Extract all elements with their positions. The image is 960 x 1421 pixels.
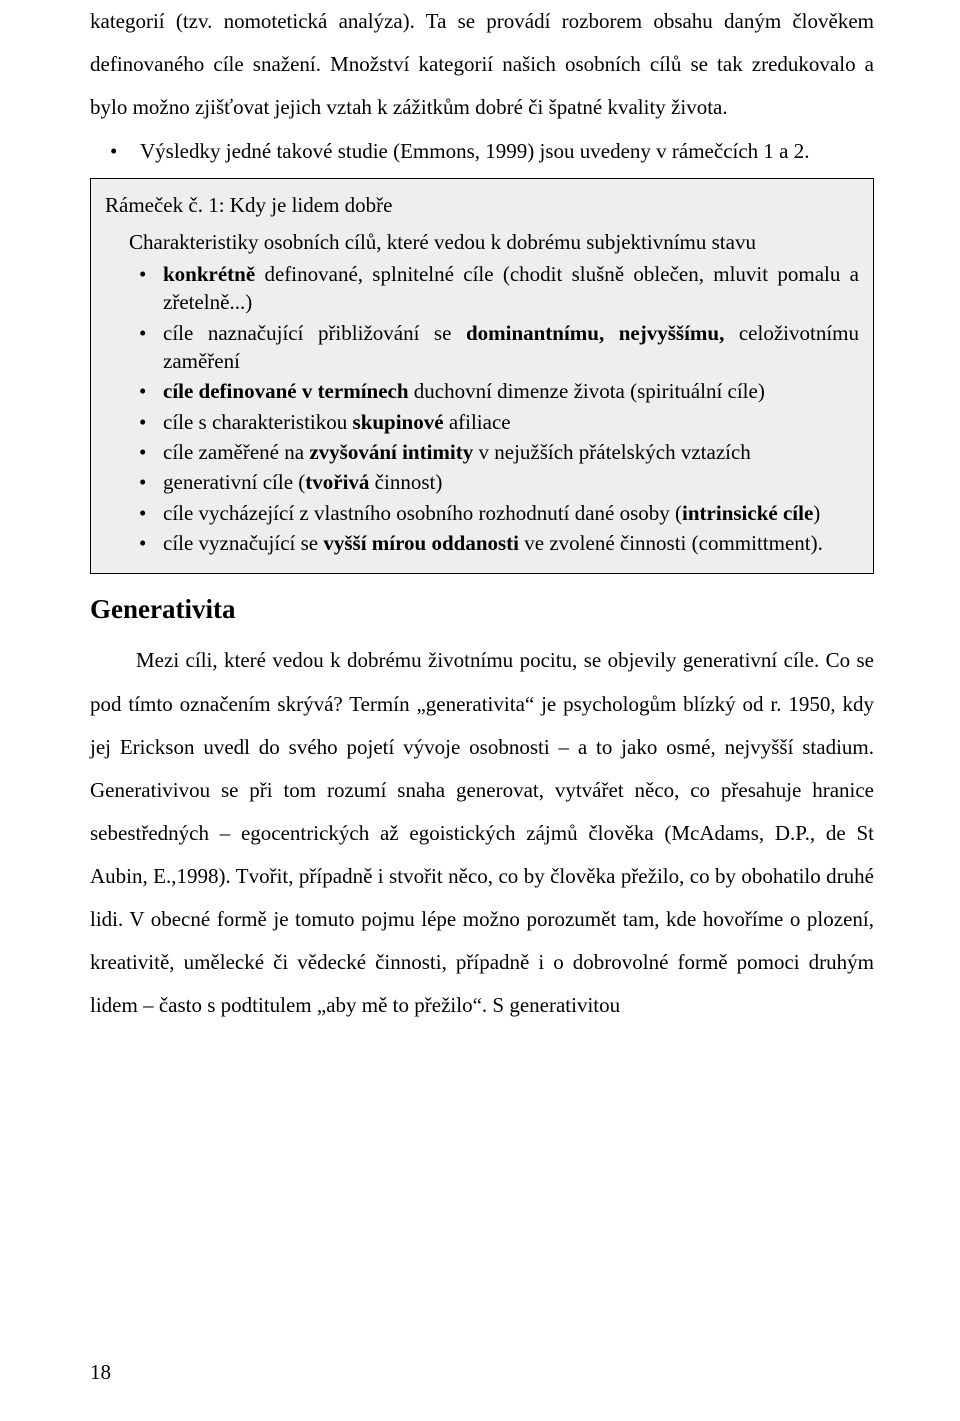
bullet-icon: •	[105, 438, 163, 466]
box-bullet-list: •konkrétně definované, splnitelné cíle (…	[105, 260, 859, 557]
list-item: • Výsledky jedné takové studie (Emmons, …	[90, 135, 874, 168]
bullet-icon: •	[90, 135, 140, 168]
bold-span: vyšší mírou oddanosti	[323, 531, 519, 555]
bold-span: zvyšování intimity	[309, 440, 473, 464]
framed-box: Rámeček č. 1: Kdy je lidem dobře Charakt…	[90, 178, 874, 575]
bold-span: tvořivá	[305, 470, 374, 494]
bold-span: skupinové	[353, 410, 444, 434]
list-item: •generativní cíle (tvořivá činnost)	[105, 468, 859, 496]
list-item: •cíle definované v termínech duchovní di…	[105, 377, 859, 405]
bullet-text: cíle vycházející z vlastního osobního ro…	[163, 499, 859, 527]
bullet-icon: •	[105, 319, 163, 376]
bullet-icon: •	[105, 260, 163, 317]
bullet-icon: •	[105, 529, 163, 557]
section-body: Mezi cíli, které vedou k dobrému životní…	[90, 639, 874, 1026]
bold-span: cíle definované v termínech	[163, 379, 409, 403]
bold-span: dominantnímu, nejvyššímu,	[466, 321, 724, 345]
list-item: •cíle s charakteristikou skupinové afili…	[105, 408, 859, 436]
intro-paragraph: kategorií (tzv. nomotetická analýza). Ta…	[90, 0, 874, 129]
list-item: •cíle vycházející z vlastního osobního r…	[105, 499, 859, 527]
document-page: kategorií (tzv. nomotetická analýza). Ta…	[0, 0, 960, 1421]
bullet-icon: •	[105, 499, 163, 527]
list-item: •cíle naznačující přibližování se domina…	[105, 319, 859, 376]
bullet-icon: •	[105, 377, 163, 405]
bold-span: intrinsické cíle	[682, 501, 813, 525]
bullet-icon: •	[105, 468, 163, 496]
bullet-text: cíle s charakteristikou skupinové afilia…	[163, 408, 859, 436]
section-heading: Generativita	[90, 594, 874, 625]
bullet-text: cíle definované v termínech duchovní dim…	[163, 377, 859, 405]
bullet-text: cíle naznačující přibližování se dominan…	[163, 319, 859, 376]
bullet-text: generativní cíle (tvořivá činnost)	[163, 468, 859, 496]
bullet-icon: •	[105, 408, 163, 436]
list-item: •cíle vyznačující se vyšší mírou oddanos…	[105, 529, 859, 557]
list-item: •konkrétně definované, splnitelné cíle (…	[105, 260, 859, 317]
page-number: 18	[90, 1360, 111, 1385]
box-title: Rámeček č. 1: Kdy je lidem dobře	[105, 193, 859, 218]
box-lead: Charakteristiky osobních cílů, které ved…	[129, 228, 859, 256]
lead-bullet-text: Výsledky jedné takové studie (Emmons, 19…	[140, 135, 874, 168]
bold-span: konkrétně	[163, 262, 255, 286]
lead-bullet-block: • Výsledky jedné takové studie (Emmons, …	[90, 135, 874, 168]
bullet-text: konkrétně definované, splnitelné cíle (c…	[163, 260, 859, 317]
list-item: •cíle zaměřené na zvyšování intimity v n…	[105, 438, 859, 466]
bullet-text: cíle zaměřené na zvyšování intimity v ne…	[163, 438, 859, 466]
bullet-text: cíle vyznačující se vyšší mírou oddanost…	[163, 529, 859, 557]
